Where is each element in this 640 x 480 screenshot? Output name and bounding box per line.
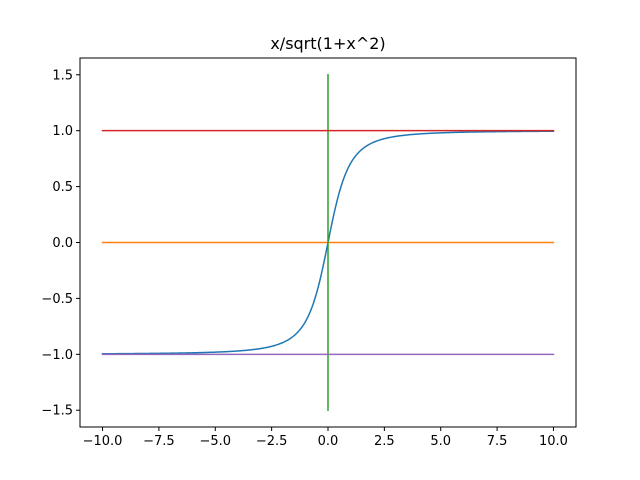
y-tick-label: 0.0	[52, 236, 73, 251]
y-tick-label: −0.5	[41, 292, 73, 307]
y-tick-label: −1.0	[41, 348, 73, 363]
x-tick-label: −5.0	[199, 434, 231, 449]
series-layer	[101, 74, 555, 411]
x-tick-label: 2.5	[374, 434, 395, 449]
x-tick-label: 5.0	[430, 434, 451, 449]
x-tick-label: −7.5	[143, 434, 175, 449]
chart-title: x/sqrt(1+x^2)	[270, 34, 385, 53]
x-tick-label: −2.5	[256, 434, 288, 449]
x-tick-label: 10.0	[539, 434, 568, 449]
x-tick-label: 0.0	[318, 434, 339, 449]
x-tick-label: −10.0	[83, 434, 123, 449]
y-tick-label: 1.5	[52, 68, 73, 83]
y-tick-label: 0.5	[52, 180, 73, 195]
y-tick-label: −1.5	[41, 404, 73, 419]
axes-layer: −10.0 −7.5 −5.0 −2.5 0.0 2.5 5.0 7.5 10.0 −1.5 −1.…	[41, 57, 577, 449]
x-tick-label: 7.5	[487, 434, 508, 449]
y-tick-label: 1.0	[52, 124, 73, 139]
